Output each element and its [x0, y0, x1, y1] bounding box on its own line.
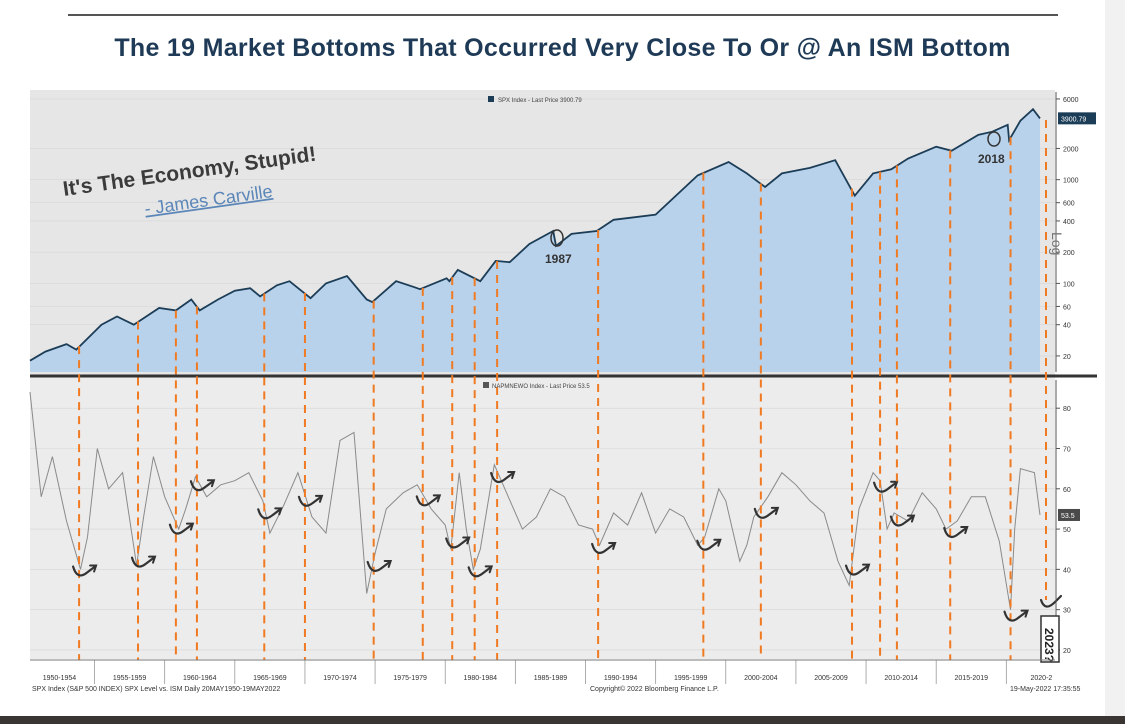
bottom-arrow-head-icon: [274, 507, 283, 516]
spx-y-tick-label: 6000: [1063, 97, 1079, 104]
page-title: The 19 Market Bottoms That Occurred Very…: [114, 34, 1011, 62]
label-1987: 1987: [545, 252, 572, 266]
x-axis-tick-label: 1985-1989: [534, 675, 568, 682]
x-axis-tick-label: 2015-2019: [955, 675, 989, 682]
bottom-arrow-icon: [445, 537, 470, 549]
bottom-arrow-head-icon: [507, 471, 516, 480]
footer-left: SPX Index (S&P 500 INDEX) SPX Level vs. …: [32, 686, 280, 693]
x-axis-tick-label: 1965-1969: [253, 675, 287, 682]
spx-y-tick-label: 1000: [1063, 178, 1079, 185]
bottom-arrow-head-icon: [713, 538, 722, 547]
bottom-arrow-head-icon: [432, 494, 442, 503]
bottom-arrow-head-icon: [185, 522, 195, 531]
bottom-arrow-head-icon: [383, 559, 393, 568]
bottom-arrow-head-icon: [148, 555, 157, 564]
spx-last-value-badge: [1058, 112, 1096, 125]
bottom-arrow-icon: [297, 495, 323, 507]
projected-bottom-arrow-icon: [1039, 594, 1063, 608]
x-axis-tick-label: 1975-1979: [393, 675, 427, 682]
spx-legend-swatch: [488, 96, 494, 102]
ism-plot-background: [30, 377, 1055, 659]
bottom-arrow-head-icon: [462, 536, 471, 545]
top-divider: [68, 14, 1058, 16]
spx-y-tick-label: 200: [1063, 250, 1075, 257]
bottom-arrow-head-icon: [890, 480, 899, 489]
footer-right: 19-May-2022 17:35:55: [1010, 686, 1081, 693]
bottom-arrow-head-icon: [608, 541, 617, 550]
ism-y-tick-label: 20: [1063, 648, 1071, 655]
bottom-frame: [0, 716, 1125, 724]
bottom-arrow-icon: [130, 556, 156, 568]
box-2023: [1040, 615, 1060, 663]
x-axis-tick-label: 2000-2004: [744, 675, 778, 682]
ism-legend: NAPMNEWO Index - Last Price 53.5: [492, 384, 590, 390]
mark-1987-circle: [550, 229, 564, 247]
spx-y-tick-label: 40: [1063, 323, 1071, 330]
bottom-arrow-icon: [257, 508, 282, 520]
x-axis-tick-label: 1990-1994: [604, 675, 638, 682]
footer-center: Copyright© 2022 Bloomberg Finance L.P.: [590, 685, 719, 693]
spx-y-tick-label: 20: [1063, 354, 1071, 361]
x-axis-tick-label: 1955-1959: [113, 675, 147, 682]
label-2023: 2023?: [1042, 628, 1056, 662]
x-axis-tick-label: 1970-1974: [323, 675, 357, 682]
mark-2018-circle: [987, 131, 1001, 147]
ism-series-line: [29, 392, 1041, 610]
x-axis-tick-label: 1960-1964: [183, 675, 217, 682]
ism-last-value-label: 53.5: [1061, 513, 1075, 520]
bottom-arrow-icon: [490, 471, 515, 484]
x-axis-tick-label: 1995-1999: [674, 675, 708, 682]
ism-last-value-badge: [1058, 508, 1080, 521]
spx-legend: SPX Index - Last Price 3900.79: [498, 98, 582, 104]
bottom-arrow-icon: [366, 560, 391, 572]
spx-y-tick-label: 100: [1063, 281, 1075, 288]
x-axis-tick-label: 2010-2014: [884, 675, 918, 682]
bottom-arrow-head-icon: [484, 565, 494, 574]
bottom-arrow-icon: [1003, 610, 1028, 622]
bottom-arrow-icon: [943, 526, 968, 539]
spx-series-line: [29, 107, 1041, 362]
spx-y-tick-label: 2000: [1063, 146, 1079, 153]
label-2018: 2018: [978, 152, 1005, 166]
spx-y-tick-label: 60: [1063, 304, 1071, 311]
bottom-arrow-head-icon: [906, 514, 916, 523]
x-axis-tick-label: 1980-1984: [464, 675, 498, 682]
bottom-arrow-head-icon: [206, 479, 216, 488]
ism-y-tick-label: 50: [1063, 527, 1071, 534]
bottom-arrow-icon: [189, 480, 215, 492]
bottom-arrow-icon: [753, 507, 778, 519]
bottom-arrow-icon: [71, 565, 97, 577]
x-axis-tick-label: 2020-2: [1031, 675, 1053, 682]
x-axis-tick-label: 1950-1954: [43, 675, 77, 682]
bottom-arrow-icon: [168, 523, 193, 535]
spx-last-value-label: 3900.79: [1061, 116, 1086, 123]
bottom-arrow-head-icon: [1020, 609, 1029, 618]
bottom-arrow-head-icon: [960, 526, 969, 535]
axis-scale-log: Log: [1049, 232, 1065, 255]
bottom-arrow-icon: [696, 539, 721, 551]
ism-y-tick-label: 30: [1063, 608, 1071, 615]
spx-area-fill: [30, 109, 1040, 372]
right-margin: [1105, 0, 1125, 724]
bottom-arrow-icon: [467, 566, 492, 578]
bottom-arrow-head-icon: [314, 494, 324, 503]
bottom-arrow-icon: [844, 564, 870, 576]
ism-y-tick-label: 80: [1063, 406, 1071, 413]
bottom-arrow-icon: [415, 495, 440, 507]
ism-y-tick-label: 60: [1063, 487, 1071, 494]
x-axis-tick-label: 2005-2009: [814, 675, 848, 682]
ism-y-tick-label: 70: [1063, 446, 1071, 453]
ism-y-tick-label: 40: [1063, 567, 1071, 574]
bottom-arrow-icon: [872, 481, 898, 493]
bottom-arrow-head-icon: [770, 506, 780, 515]
ism-legend-swatch: [483, 382, 489, 388]
bottom-arrow-icon: [889, 515, 915, 527]
spx-y-tick-label: 400: [1063, 219, 1075, 226]
bottom-arrow-head-icon: [862, 563, 871, 572]
bottom-arrow-icon: [591, 542, 616, 554]
bottom-arrow-head-icon: [89, 564, 98, 573]
spx-y-tick-label: 600: [1063, 201, 1075, 208]
